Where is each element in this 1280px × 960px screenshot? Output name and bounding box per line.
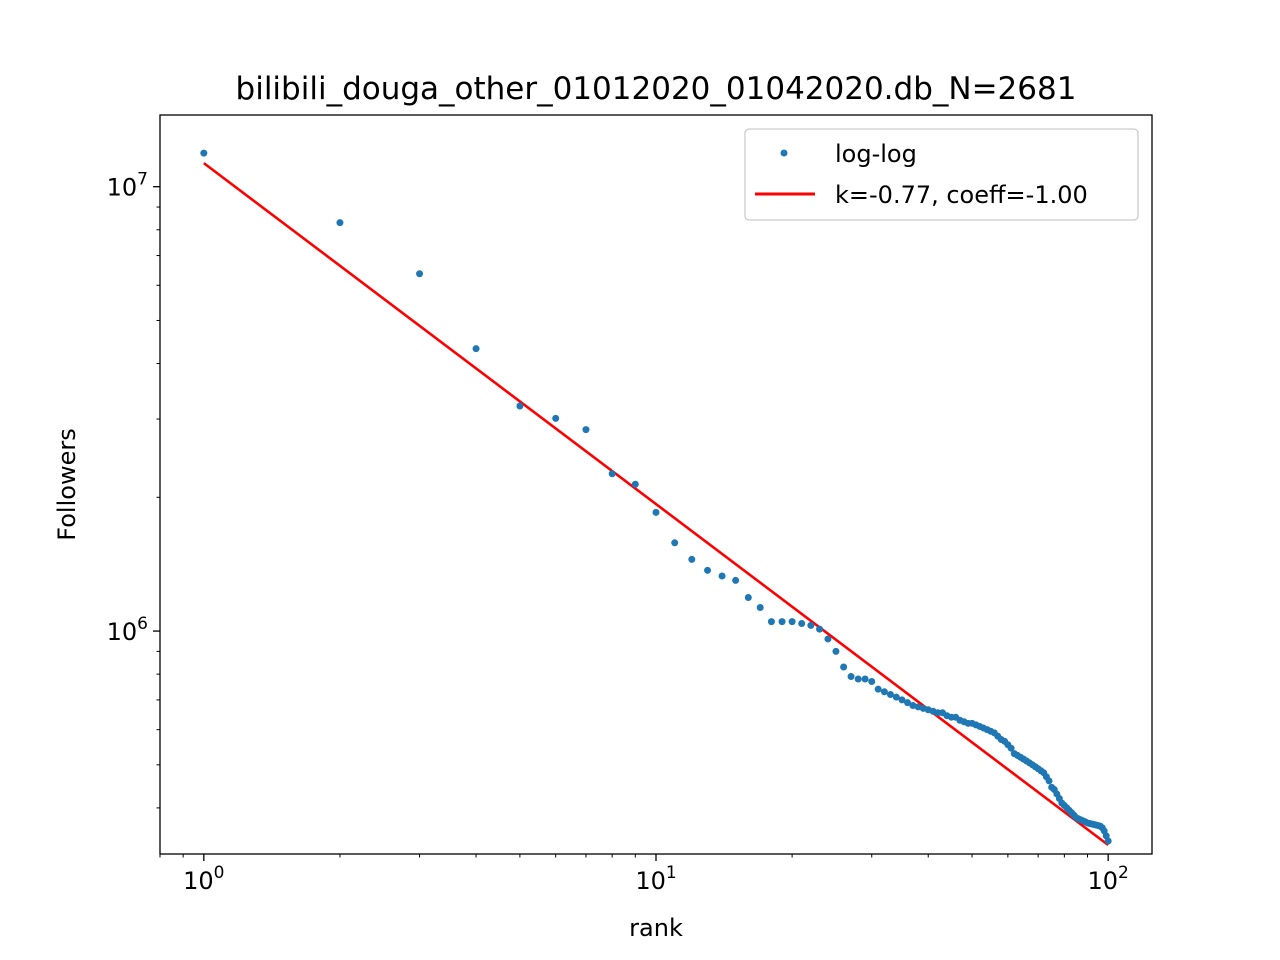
data-point — [832, 647, 840, 655]
data-point — [744, 593, 752, 601]
data-point — [718, 572, 726, 580]
data-point — [472, 345, 480, 353]
legend-label-log-log: log-log — [835, 140, 917, 168]
data-point — [798, 619, 806, 627]
data-point — [336, 219, 344, 227]
data-point — [904, 699, 912, 707]
data-point — [788, 618, 796, 626]
data-point — [807, 621, 815, 629]
data-point — [816, 625, 824, 633]
data-point — [778, 618, 786, 626]
data-point — [1007, 744, 1015, 752]
data-point — [652, 508, 660, 516]
data-point — [874, 685, 882, 693]
y-axis-label: Followers — [53, 428, 81, 540]
data-point — [868, 678, 876, 686]
data-point — [756, 603, 764, 611]
data-point — [631, 480, 639, 488]
data-point — [861, 675, 869, 683]
data-point — [704, 566, 712, 574]
data-point — [824, 635, 832, 643]
data-point — [688, 555, 696, 563]
data-point — [516, 402, 524, 410]
legend-box — [744, 128, 1139, 221]
data-point — [552, 414, 560, 422]
legend-label-fit-line: k=-0.77, coeff=-1.00 — [835, 181, 1088, 209]
legend: log-log k=-0.77, coeff=-1.00 — [744, 128, 1139, 221]
fit-line — [203, 162, 1109, 847]
data-point — [582, 426, 590, 434]
data-point — [732, 576, 740, 584]
data-point — [767, 618, 775, 626]
data-point — [898, 696, 906, 704]
data-point — [840, 663, 848, 671]
fit-line-layer — [203, 162, 1109, 847]
data-point — [892, 693, 900, 701]
x-axis-label: rank — [629, 914, 683, 942]
data-point — [200, 149, 208, 157]
data-point — [671, 539, 679, 547]
legend-marker-log-log — [780, 149, 788, 157]
data-points-layer — [200, 149, 1112, 845]
data-point — [880, 688, 888, 696]
data-point — [854, 675, 862, 683]
data-point — [909, 701, 917, 709]
data-point — [608, 470, 616, 478]
data-point — [416, 270, 424, 278]
data-point — [886, 690, 894, 698]
data-point — [1104, 837, 1112, 845]
data-point — [1045, 777, 1053, 785]
data-point — [847, 673, 855, 681]
chart-title: bilibili_douga_other_01012020_01042020.d… — [236, 71, 1077, 107]
